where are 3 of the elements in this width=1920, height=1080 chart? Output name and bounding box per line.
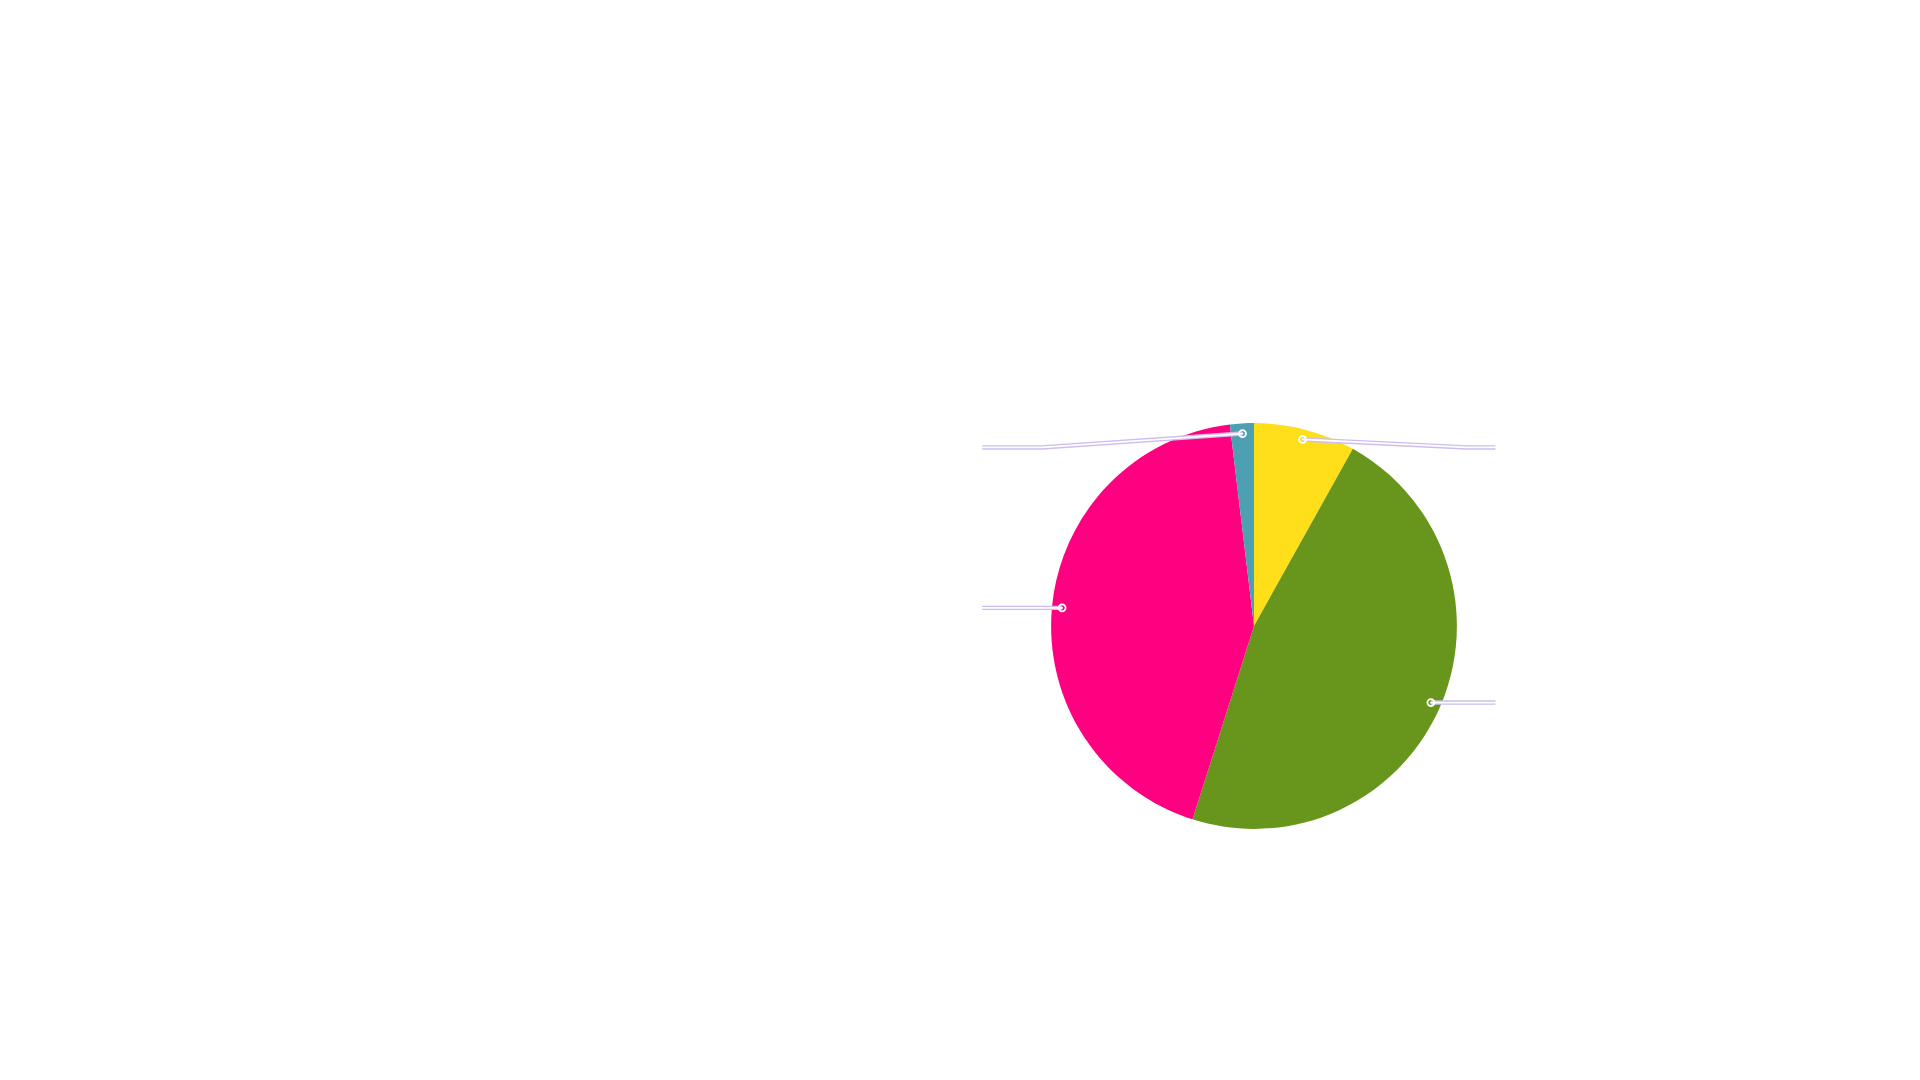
pie-slice xyxy=(1192,448,1457,829)
pie-slice xyxy=(1254,423,1353,626)
pie-slice xyxy=(1051,424,1254,820)
